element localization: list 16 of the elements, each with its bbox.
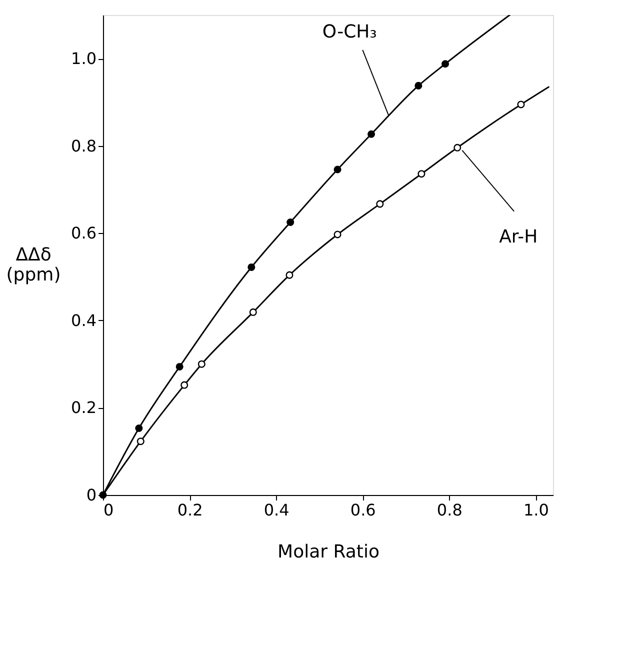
- x-tick-label: 0.2: [177, 500, 203, 520]
- x-tick-label: 0: [104, 500, 114, 520]
- y-axis-title: ΔΔδ (ppm): [6, 244, 61, 286]
- annotation: O-CH₃: [322, 21, 377, 42]
- x-tick-label: 0.8: [436, 500, 462, 520]
- y-tick-label: 1.0: [71, 49, 96, 68]
- y-tick-label: 0.8: [71, 136, 96, 156]
- y-tick-label: 0.6: [71, 224, 96, 243]
- x-axis-title: Molar Ratio: [278, 542, 380, 562]
- y-tick-label: 0.2: [71, 398, 96, 418]
- y-tick-label: 0.4: [71, 310, 96, 330]
- y-tick-label: 0: [86, 486, 96, 504]
- x-tick-label: 1.0: [523, 500, 549, 520]
- x-tick-label: 0.4: [264, 500, 290, 520]
- annotation: Ar-H: [499, 226, 538, 248]
- x-tick-label: 0.6: [350, 500, 376, 520]
